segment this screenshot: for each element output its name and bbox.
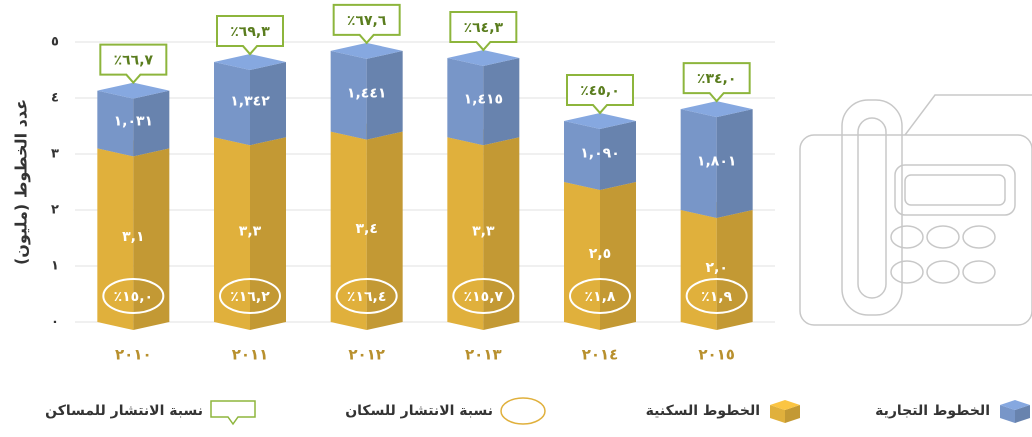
- value-label: ٣,٤: [355, 221, 377, 237]
- penetration-label: ٪٤٥,٠: [580, 83, 620, 99]
- penetration-label: ٪١٦,٢: [230, 289, 270, 305]
- y-tick-label: ٤: [51, 91, 59, 106]
- value-label: ١,٤٤١: [347, 85, 387, 101]
- value-label: ٣,٣: [472, 224, 495, 240]
- value-label: ٣,١: [122, 229, 144, 245]
- x-tick-label: ٢٠١٣: [465, 346, 502, 364]
- chart: عدد الخطوط (مليون) ٠ ١ ٢ ٣ ٤ ٥ ٢٠١٠ ٣,١ ١,٠٣١ ٪١٥…: [0, 0, 1032, 437]
- value-label: ١,٤١٥: [464, 92, 504, 108]
- y-tick-label: ٢: [51, 203, 59, 218]
- y-tick-label: ٥: [51, 35, 59, 50]
- penetration-label: ٪٦٩,٣: [230, 24, 270, 40]
- value-label: ٢,٥: [589, 246, 611, 262]
- penetration-label: ٪٦٤,٣: [464, 20, 504, 36]
- legend-label: نسبة الانتشار للمساكن: [45, 403, 203, 419]
- y-tick-label: ٠: [51, 315, 59, 330]
- legend-label: الخطوط السكنية: [646, 403, 760, 419]
- x-tick-label: ٢٠١٢: [348, 346, 385, 364]
- legend-item: الخطوط السكنية: [646, 400, 800, 423]
- legend-swatch: [501, 398, 545, 424]
- penetration-label: ٪١,٩: [701, 289, 732, 305]
- value-label: ٣,٣: [239, 224, 262, 240]
- x-tick-label: ٢٠١١: [232, 346, 269, 364]
- penetration-label: ٪١٥,٧: [464, 289, 504, 305]
- value-label: ٢,٠: [705, 260, 727, 276]
- value-label: ١,٠٩٠: [580, 145, 620, 161]
- legend-swatch: [211, 401, 255, 424]
- legend-item: الخطوط التجارية: [875, 400, 1030, 423]
- legend-label: نسبة الانتشار للسكان: [345, 403, 493, 419]
- value-label: ١,٠٣١: [114, 114, 154, 130]
- value-label: ١,٨٠١: [697, 154, 737, 170]
- penetration-label: ٪٦٦,٧: [114, 53, 154, 69]
- penetration-label: ٪٦٧,٦: [347, 13, 387, 29]
- legend-item: نسبة الانتشار للسكان: [345, 398, 545, 424]
- penetration-label: ٪٣٤,٠: [697, 71, 737, 87]
- y-axis-title: عدد الخطوط (مليون): [12, 99, 31, 265]
- telephone-illustration: [800, 95, 1032, 325]
- y-tick-label: ١: [51, 259, 59, 274]
- penetration-label: ٪١٥,٠: [114, 289, 154, 305]
- x-tick-label: ٢٠١٠: [115, 346, 152, 364]
- legend-item: نسبة الانتشار للمساكن: [45, 401, 255, 424]
- penetration-label: ٪١,٨: [585, 289, 616, 305]
- penetration-label: ٪١٦,٤: [347, 289, 387, 305]
- x-tick-label: ٢٠١٤: [582, 346, 619, 364]
- value-label: ١,٣٤٢: [230, 94, 270, 110]
- y-tick-label: ٣: [51, 147, 59, 162]
- x-tick-label: ٢٠١٥: [698, 346, 735, 364]
- legend-label: الخطوط التجارية: [875, 403, 990, 419]
